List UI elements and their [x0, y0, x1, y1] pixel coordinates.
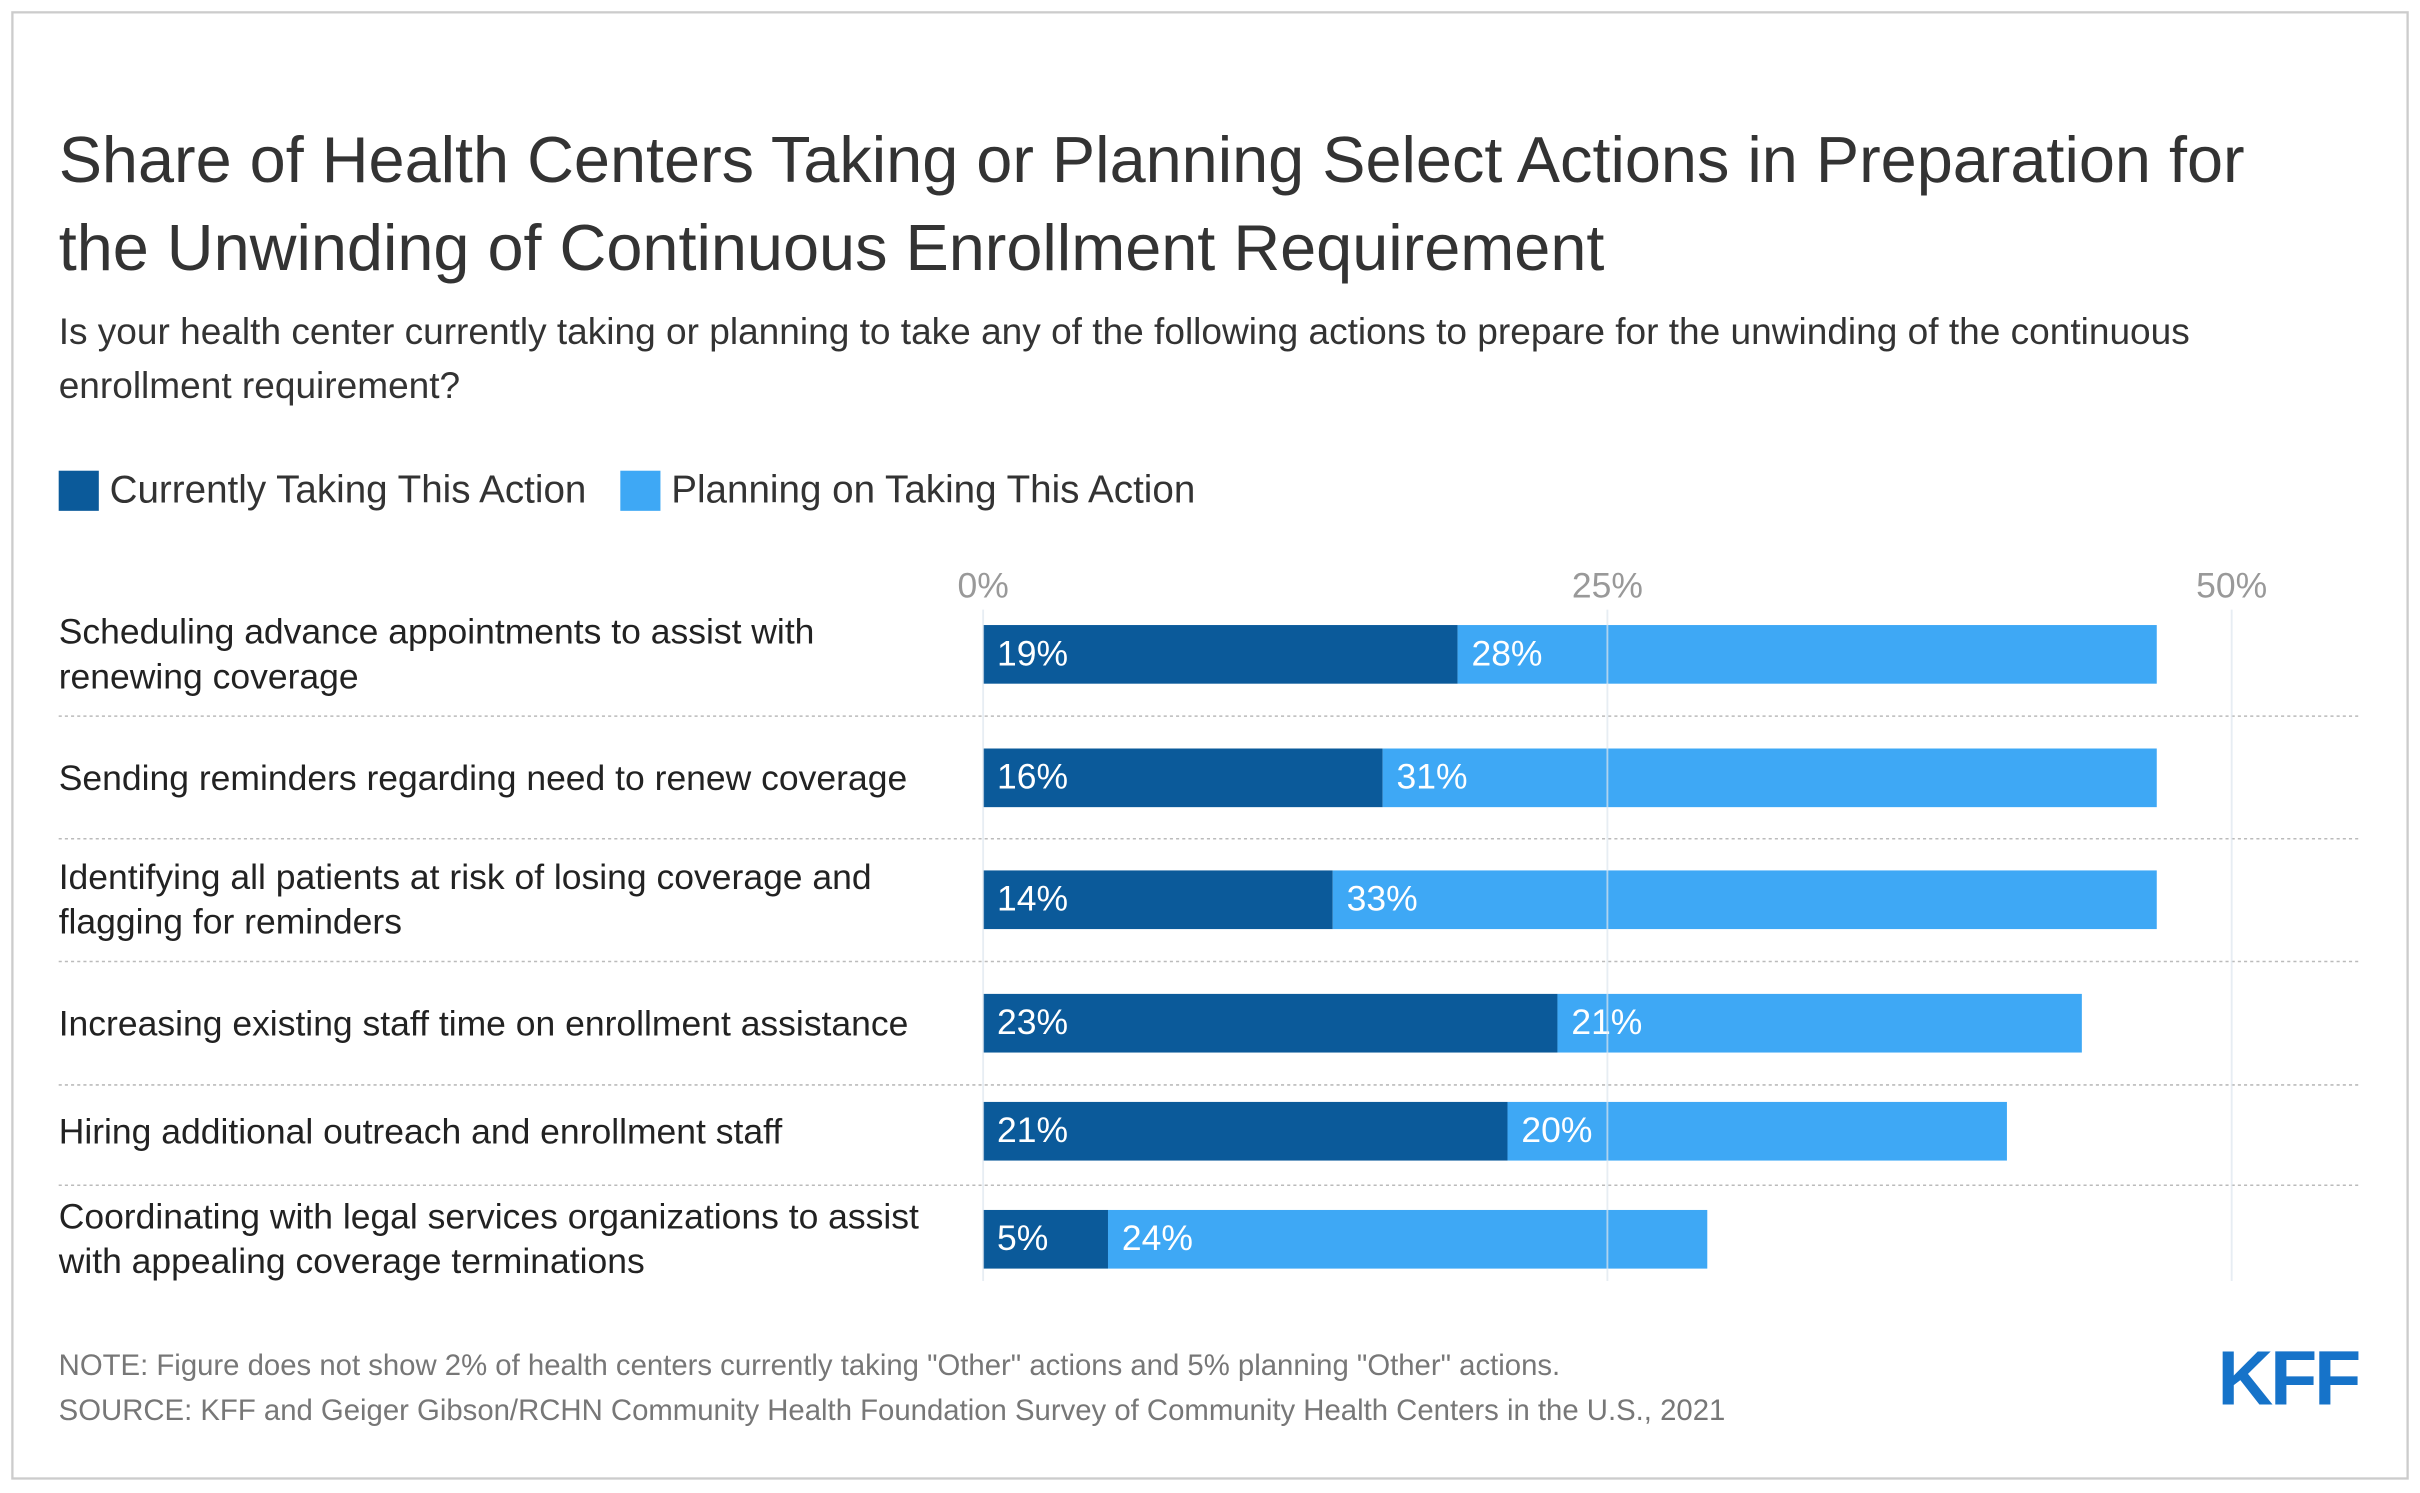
legend-label: Planning on Taking This Action — [671, 469, 1195, 512]
category-label: Increasing existing staff time on enroll… — [58, 1002, 909, 1043]
value-label: 31% — [1397, 757, 1468, 797]
value-label: 23% — [997, 1002, 1068, 1042]
value-label: 24% — [1122, 1218, 1193, 1258]
value-label: 5% — [997, 1218, 1048, 1258]
category-label: Identifying all patients at risk of losi… — [58, 856, 872, 942]
category-box: Increasing existing staff time on enroll… — [58, 1002, 909, 1043]
legend-swatch — [620, 470, 661, 511]
category-box: Coordinating with legal services organiz… — [58, 1196, 919, 1281]
category-label: Hiring additional outreach and enrollmen… — [58, 1110, 783, 1151]
category-box: Hiring additional outreach and enrollmen… — [58, 1110, 783, 1151]
title-box: Share of Health Centers Taking or Planni… — [58, 123, 2245, 284]
bar-segment — [983, 870, 1333, 930]
bar-segment — [1107, 1209, 1708, 1269]
category-box: Identifying all patients at risk of losi… — [58, 856, 872, 942]
bar-segment — [983, 993, 1558, 1053]
category-label: Sending reminders regarding need to rene… — [58, 756, 908, 798]
x-tick-label: 0% — [957, 565, 1008, 605]
category-box: Sending reminders regarding need to rene… — [58, 756, 908, 798]
value-label: 20% — [1521, 1110, 1592, 1150]
chart-subtitle: Is your health center currently taking o… — [58, 311, 2190, 408]
bar-segment — [1332, 870, 2157, 930]
bar-segment — [983, 748, 1383, 808]
bar-segment — [1557, 993, 2082, 1053]
bar-segment — [983, 625, 1458, 684]
value-label: 21% — [997, 1110, 1068, 1150]
bar-segment — [983, 1209, 1108, 1269]
note: NOTE: Figure does not show 2% of health … — [59, 1349, 1561, 1382]
value-label: 33% — [1347, 879, 1418, 919]
logo: KFF — [2217, 1336, 2359, 1422]
bar-segment — [983, 1101, 1508, 1161]
value-label: 16% — [997, 757, 1068, 797]
x-tick-label: 25% — [1572, 565, 1643, 605]
x-tick-label: 50% — [2196, 565, 2267, 605]
category-label: Scheduling advance appointments to assis… — [58, 611, 815, 697]
legend-label: Currently Taking This Action — [110, 469, 587, 512]
value-label: 14% — [997, 879, 1068, 919]
category-box: Scheduling advance appointments to assis… — [58, 611, 815, 697]
value-label: 19% — [997, 633, 1068, 673]
legend-swatch — [58, 470, 99, 511]
chart-title: Share of Health Centers Taking or Planni… — [58, 123, 2245, 284]
category-label: Coordinating with legal services organiz… — [58, 1196, 919, 1281]
subtitle-box: Is your health center currently taking o… — [58, 311, 2190, 408]
bar-segment — [1457, 625, 2157, 684]
bar-segment — [1507, 1101, 2007, 1161]
source: SOURCE: KFF and Geiger Gibson/RCHN Commu… — [59, 1394, 1726, 1427]
bar-segment — [1382, 748, 2157, 808]
value-label: 28% — [1471, 633, 1542, 673]
